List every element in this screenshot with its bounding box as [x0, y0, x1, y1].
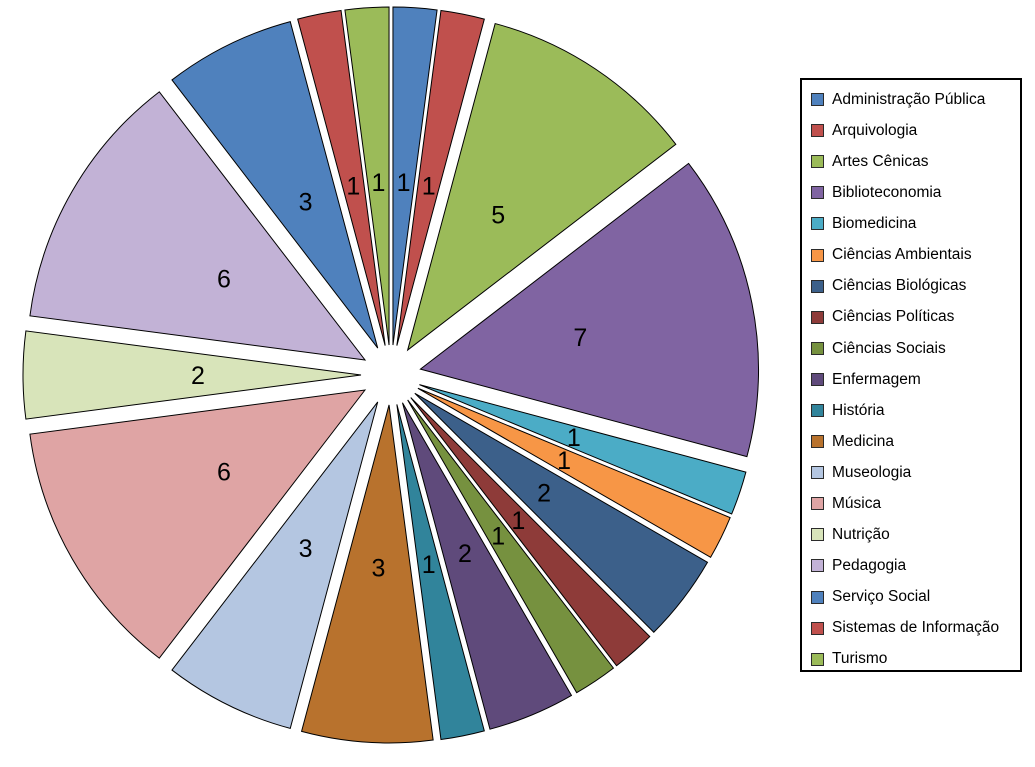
legend-swatch-icon — [811, 528, 824, 542]
legend-item-label: Medicina — [832, 432, 895, 450]
legend-item-label: História — [832, 401, 885, 419]
pie-slice-historia[interactable] — [396, 404, 485, 741]
legend-swatch-icon — [811, 93, 824, 107]
legend-item-enfermagem[interactable]: Enfermagem — [802, 364, 1020, 395]
pie-slice-value-enfermagem: 2 — [458, 540, 472, 568]
pie-slice-ciencias-ambientais[interactable] — [417, 387, 731, 558]
legend-item-ciencias-biologicas[interactable]: Ciências Biológicas — [802, 271, 1020, 302]
legend-item-label: Artes Cênicas — [832, 152, 929, 170]
legend-item-label: Nutrição — [832, 526, 890, 544]
pie-slice-value-museologia: 3 — [299, 535, 313, 563]
pie-slice-enfermagem[interactable] — [401, 402, 573, 730]
pie-slice-servico-social[interactable] — [171, 20, 379, 349]
pie-slice-value-ciencias-biologicas: 2 — [537, 479, 551, 507]
legend-item-label: Ciências Biológicas — [832, 277, 967, 295]
legend-item-label: Serviço Social — [832, 588, 931, 606]
pie-slice-artes-cenicas[interactable] — [406, 22, 677, 352]
legend-item-label: Arquivologia — [832, 121, 918, 139]
pie-slice-value-ciencias-politicas: 1 — [511, 507, 525, 535]
legend-swatch-icon — [811, 217, 824, 231]
pie-slice-value-musica: 6 — [217, 458, 231, 486]
legend-item-administracao-publica[interactable]: Administração Pública — [802, 84, 1020, 115]
legend-item-label: Turismo — [832, 650, 888, 668]
pie-slice-biomedicina[interactable] — [419, 384, 747, 515]
legend-item-label: Ciências Ambientais — [832, 246, 972, 264]
legend-swatch-icon — [811, 310, 824, 324]
legend-item-nutricao[interactable]: Nutrição — [802, 519, 1020, 550]
pie-slice-administracao-publica[interactable] — [392, 6, 438, 346]
legend-item-servico-social[interactable]: Serviço Social — [802, 582, 1020, 613]
pie-slice-turismo[interactable] — [344, 6, 390, 346]
legend-swatch-icon — [811, 124, 824, 138]
legend-swatch-icon — [811, 435, 824, 449]
legend-swatch-icon — [811, 559, 824, 573]
pie-slice-medicina[interactable] — [300, 404, 434, 744]
legend-item-ciencias-sociais[interactable]: Ciências Sociais — [802, 333, 1020, 364]
pie-slice-musica[interactable] — [29, 389, 367, 659]
legend-item-label: Música — [832, 495, 882, 513]
legend-item-ciencias-ambientais[interactable]: Ciências Ambientais — [802, 239, 1020, 270]
pie-slice-value-sistemas-de-informacao: 1 — [346, 172, 360, 200]
pie-slice-ciencias-biologicas[interactable] — [414, 392, 709, 633]
pie-slice-value-arquivologia: 1 — [422, 172, 436, 200]
pie-slice-ciencias-sociais[interactable] — [407, 399, 615, 694]
pie-slice-value-biblioteconomia: 7 — [573, 324, 587, 352]
legend-swatch-icon — [811, 186, 824, 200]
pie-slice-museologia[interactable] — [171, 401, 379, 730]
pie-slice-value-medicina: 3 — [371, 554, 385, 582]
legend-swatch-icon — [811, 341, 824, 355]
pie-slice-value-artes-cenicas: 5 — [491, 201, 505, 229]
legend-item-label: Sistemas de Informação — [832, 619, 1000, 637]
pie-slice-value-pedagogia: 6 — [217, 265, 231, 293]
pie-slice-nutricao[interactable] — [22, 330, 362, 420]
pie-slice-value-turismo: 1 — [371, 169, 385, 197]
legend-item-artes-cenicas[interactable]: Artes Cênicas — [802, 146, 1020, 177]
pie-slice-value-biomedicina: 1 — [567, 424, 581, 452]
legend-swatch-icon — [811, 248, 824, 262]
pie-slice-biblioteconomia[interactable] — [419, 162, 759, 458]
pie-slice-value-historia: 1 — [422, 551, 436, 579]
legend-item-ciencias-politicas[interactable]: Ciências Políticas — [802, 302, 1020, 333]
pie-slice-arquivologia[interactable] — [396, 9, 485, 346]
legend-item-pedagogia[interactable]: Pedagogia — [802, 550, 1020, 581]
legend-item-label: Pedagogia — [832, 557, 907, 575]
pie-slice-value-administracao-publica: 1 — [397, 169, 411, 197]
legend-item-sistemas-de-informacao[interactable]: Sistemas de Informação — [802, 613, 1020, 644]
legend-item-label: Museologia — [832, 463, 912, 481]
legend-swatch-icon — [811, 497, 824, 511]
legend-swatch-icon — [811, 372, 824, 386]
legend-item-label: Enfermagem — [832, 370, 921, 388]
legend-item-musica[interactable]: Música — [802, 488, 1020, 519]
legend-item-arquivologia[interactable]: Arquivologia — [802, 115, 1020, 146]
pie-slice-value-servico-social: 3 — [299, 189, 313, 217]
legend-swatch-icon — [811, 621, 824, 635]
legend-item-label: Ciências Sociais — [832, 339, 946, 357]
legend-item-biblioteconomia[interactable]: Biblioteconomia — [802, 177, 1020, 208]
legend-item-biomedicina[interactable]: Biomedicina — [802, 208, 1020, 239]
legend-item-medicina[interactable]: Medicina — [802, 426, 1020, 457]
legend-item-museologia[interactable]: Museologia — [802, 457, 1020, 488]
legend-swatch-icon — [811, 652, 824, 666]
legend-item-label: Ciências Políticas — [832, 308, 955, 326]
pie-slice-pedagogia[interactable] — [29, 91, 367, 361]
legend-item-label: Biblioteconomia — [832, 184, 942, 202]
pie-slice-value-ciencias-ambientais: 1 — [557, 447, 571, 475]
legend-swatch-icon — [811, 403, 824, 417]
pie-slice-value-nutricao: 2 — [191, 362, 205, 390]
legend-box: Administração Pública Arquivologia Artes C… — [800, 78, 1022, 672]
legend-swatch-icon — [811, 590, 824, 604]
pie-slice-value-ciencias-sociais: 1 — [491, 522, 505, 550]
pie-slice-ciencias-politicas[interactable] — [410, 397, 651, 667]
legend-swatch-icon — [811, 466, 824, 480]
legend-swatch-icon — [811, 279, 824, 293]
legend-swatch-icon — [811, 155, 824, 169]
legend-item-historia[interactable]: História — [802, 395, 1020, 426]
pie-slice-sistemas-de-informacao[interactable] — [297, 9, 386, 346]
legend-item-label: Administração Pública — [832, 90, 986, 108]
legend-item-label: Biomedicina — [832, 215, 917, 233]
legend-item-turismo[interactable]: Turismo — [802, 644, 1020, 675]
